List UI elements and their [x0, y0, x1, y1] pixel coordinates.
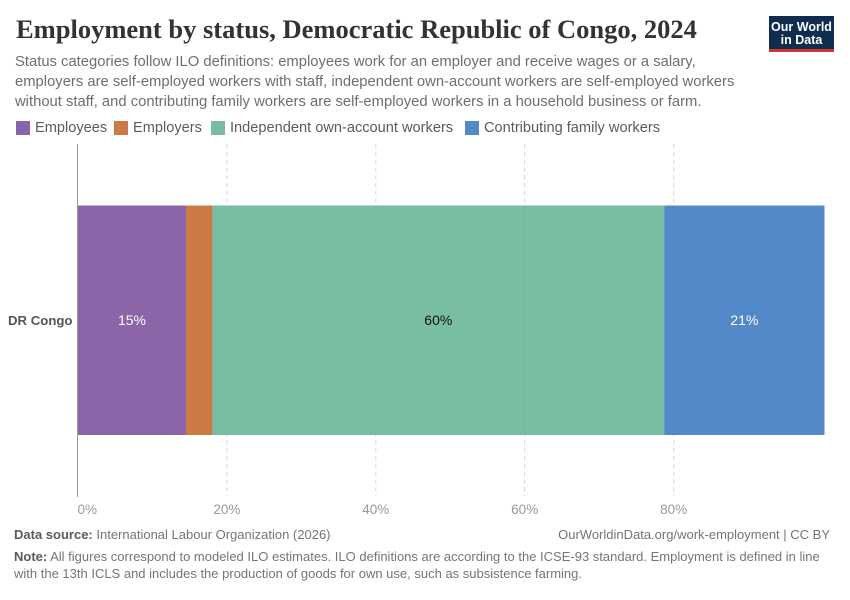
svg-text:20%: 20%: [213, 502, 240, 517]
svg-text:40%: 40%: [362, 502, 389, 517]
svg-text:DR Congo: DR Congo: [8, 313, 72, 328]
svg-text:60%: 60%: [511, 502, 538, 517]
svg-text:80%: 80%: [660, 502, 687, 517]
svg-text:0%: 0%: [78, 502, 98, 517]
svg-text:60%: 60%: [424, 312, 452, 328]
svg-text:15%: 15%: [118, 312, 146, 328]
svg-text:21%: 21%: [730, 312, 758, 328]
